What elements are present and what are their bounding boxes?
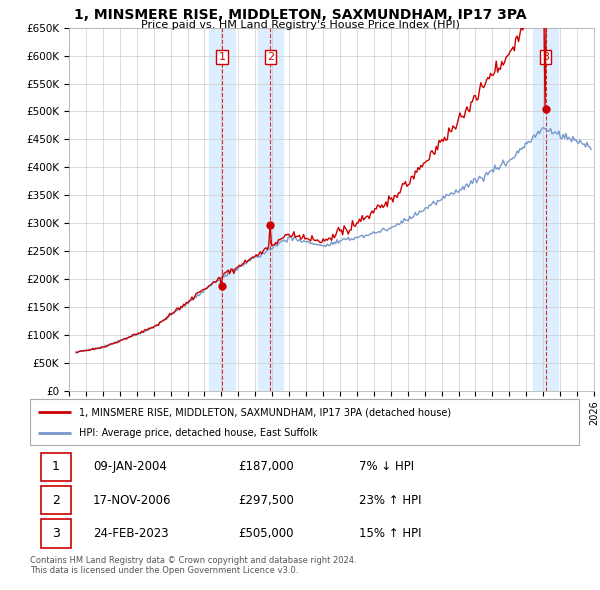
Text: 3: 3 — [542, 52, 549, 62]
Text: Price paid vs. HM Land Registry's House Price Index (HPI): Price paid vs. HM Land Registry's House … — [140, 20, 460, 30]
FancyBboxPatch shape — [41, 453, 71, 481]
Text: Contains HM Land Registry data © Crown copyright and database right 2024.: Contains HM Land Registry data © Crown c… — [30, 556, 356, 565]
FancyBboxPatch shape — [41, 486, 71, 514]
Text: 1: 1 — [52, 460, 60, 474]
Text: 1, MINSMERE RISE, MIDDLETON, SAXMUNDHAM, IP17 3PA (detached house): 1, MINSMERE RISE, MIDDLETON, SAXMUNDHAM,… — [79, 407, 452, 417]
Text: 1: 1 — [218, 52, 226, 62]
Text: 3: 3 — [52, 526, 60, 540]
Text: £505,000: £505,000 — [239, 526, 294, 540]
Text: HPI: Average price, detached house, East Suffolk: HPI: Average price, detached house, East… — [79, 428, 318, 438]
Bar — [257, 28, 283, 391]
Text: 7% ↓ HPI: 7% ↓ HPI — [359, 460, 415, 474]
FancyBboxPatch shape — [30, 399, 579, 445]
Bar — [209, 28, 235, 391]
Text: 2: 2 — [52, 493, 60, 507]
Text: 24-FEB-2023: 24-FEB-2023 — [93, 526, 169, 540]
Bar — [533, 28, 559, 391]
Text: 2: 2 — [267, 52, 274, 62]
FancyBboxPatch shape — [41, 519, 71, 548]
Text: 15% ↑ HPI: 15% ↑ HPI — [359, 526, 422, 540]
Text: 17-NOV-2006: 17-NOV-2006 — [93, 493, 172, 507]
Text: £187,000: £187,000 — [239, 460, 295, 474]
Text: 09-JAN-2004: 09-JAN-2004 — [93, 460, 167, 474]
Text: 1, MINSMERE RISE, MIDDLETON, SAXMUNDHAM, IP17 3PA: 1, MINSMERE RISE, MIDDLETON, SAXMUNDHAM,… — [74, 8, 526, 22]
Text: £297,500: £297,500 — [239, 493, 295, 507]
Text: 23% ↑ HPI: 23% ↑ HPI — [359, 493, 422, 507]
Text: This data is licensed under the Open Government Licence v3.0.: This data is licensed under the Open Gov… — [30, 566, 298, 575]
